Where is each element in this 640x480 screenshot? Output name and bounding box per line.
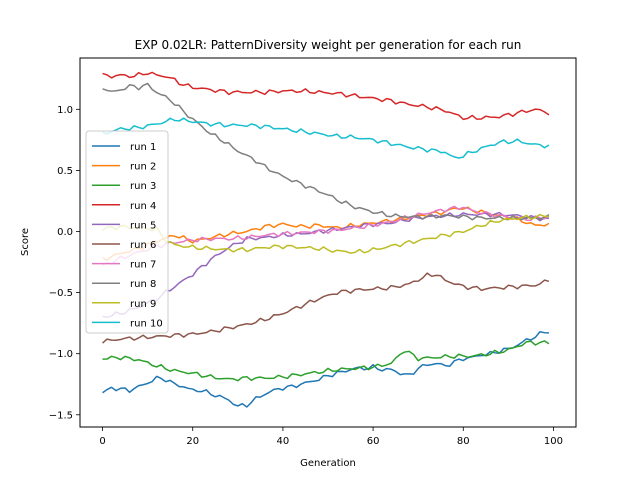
series-line-run-10 xyxy=(102,117,550,159)
x-tick-label: 0 xyxy=(99,436,105,447)
legend-label: run 2 xyxy=(130,162,156,173)
legend-label: run 7 xyxy=(130,260,156,271)
y-tick-label: 1.0 xyxy=(57,105,73,116)
x-axis: 0 20 40 60 80 100 xyxy=(99,427,563,447)
series-line-run-4 xyxy=(102,71,550,121)
y-axis-label: Score xyxy=(20,228,31,256)
series-line-run-9 xyxy=(102,213,549,254)
x-tick-label: 100 xyxy=(544,436,563,447)
legend-label: run 8 xyxy=(130,279,156,290)
series-layer xyxy=(102,71,550,408)
y-tick-label: −0.5 xyxy=(49,288,73,299)
y-axis: −1.5 −1.0 −0.5 0.0 0.5 1.0 xyxy=(49,105,80,421)
x-tick-label: 40 xyxy=(277,436,290,447)
series-line-run-7 xyxy=(102,205,550,266)
series-line-run-6 xyxy=(102,272,550,344)
legend-label: run 5 xyxy=(130,220,156,231)
legend: run 1 run 2 run 3 run 4 run 5 run 6 run 7 run 8… xyxy=(85,130,169,334)
legend-label: run 9 xyxy=(130,299,156,310)
x-tick-label: 80 xyxy=(457,436,470,447)
x-axis-label: Generation xyxy=(300,458,356,469)
x-tick-label: 20 xyxy=(186,436,199,447)
legend-label: run 6 xyxy=(130,240,156,251)
y-tick-label: −1.5 xyxy=(49,410,73,421)
chart-title: EXP 0.02LR: PatternDiversity weight per … xyxy=(135,38,522,52)
legend-label: run 1 xyxy=(130,142,156,153)
series-line-run-3 xyxy=(102,340,550,382)
legend-label: run 4 xyxy=(130,201,156,212)
legend-label: run 10 xyxy=(130,318,163,329)
legend-label: run 3 xyxy=(130,181,156,192)
y-tick-label: 0.5 xyxy=(57,166,73,177)
y-tick-label: 0.0 xyxy=(57,227,73,238)
y-tick-label: −1.0 xyxy=(49,349,73,360)
series-line-run-8 xyxy=(102,82,550,221)
plot-frame xyxy=(79,57,577,428)
x-tick-label: 60 xyxy=(367,436,380,447)
